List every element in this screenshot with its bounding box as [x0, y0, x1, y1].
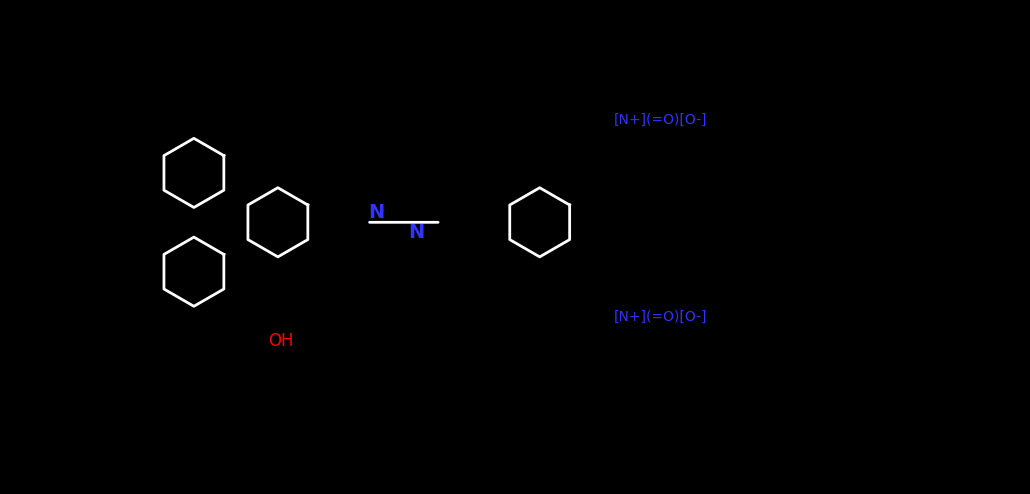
Text: [N+](=O)[O-]: [N+](=O)[O-]	[614, 310, 708, 324]
Text: OH: OH	[268, 332, 294, 350]
Text: [N+](=O)[O-]: [N+](=O)[O-]	[614, 113, 708, 126]
Text: N: N	[408, 223, 424, 242]
Text: N: N	[369, 203, 385, 222]
